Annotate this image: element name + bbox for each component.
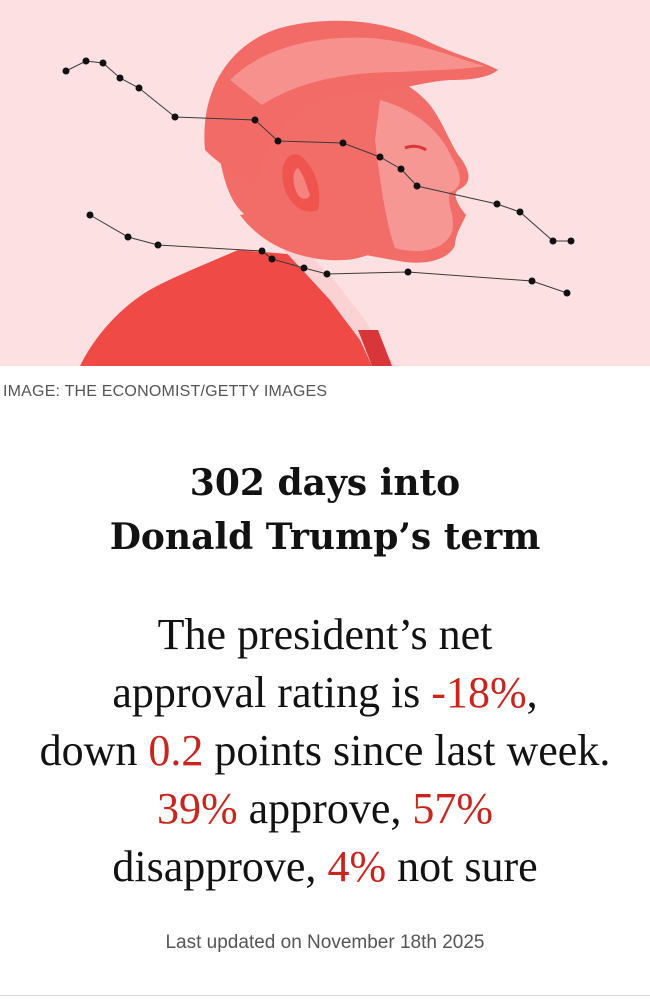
not-sure-value: 4% xyxy=(327,842,387,891)
headline-line-2: Donald Trump’s term xyxy=(109,516,541,558)
summary-line-3: down 0.2 points since last week. xyxy=(0,722,650,780)
last-updated: Last updated on November 18th 2025 xyxy=(165,932,485,953)
disapprove-value: 57% xyxy=(412,784,494,833)
summary-text: not sure xyxy=(386,842,538,891)
summary-text: , xyxy=(526,668,538,717)
summary-line-4: 39% approve, 57% xyxy=(0,780,650,838)
approval-summary: The president’s net approval rating is -… xyxy=(0,606,650,896)
trump-profile-icon xyxy=(62,20,575,366)
hero-image xyxy=(0,0,650,366)
summary-line-5: disapprove, 4% not sure xyxy=(0,838,650,896)
summary-line-1: The president’s net xyxy=(0,606,650,664)
summary-text: disapprove, xyxy=(112,842,328,891)
summary-line-2: approval rating is -18%, xyxy=(0,664,650,722)
headline: 302 days into Donald Trump’s term xyxy=(0,456,650,564)
weekly-change-value: 0.2 xyxy=(148,726,204,775)
net-approval-value: -18% xyxy=(431,668,527,717)
summary-text: down xyxy=(39,726,149,775)
image-credit: IMAGE: THE ECONOMIST/GETTY IMAGES xyxy=(3,383,328,400)
headline-line-1: 302 days into xyxy=(189,462,461,504)
summary-text: The president’s net xyxy=(157,610,493,659)
summary-text: points since last week. xyxy=(203,726,611,775)
summary-text: approve, xyxy=(237,784,413,833)
approve-value: 39% xyxy=(156,784,238,833)
bottom-divider xyxy=(0,995,650,996)
summary-text: approval rating is xyxy=(112,668,432,717)
